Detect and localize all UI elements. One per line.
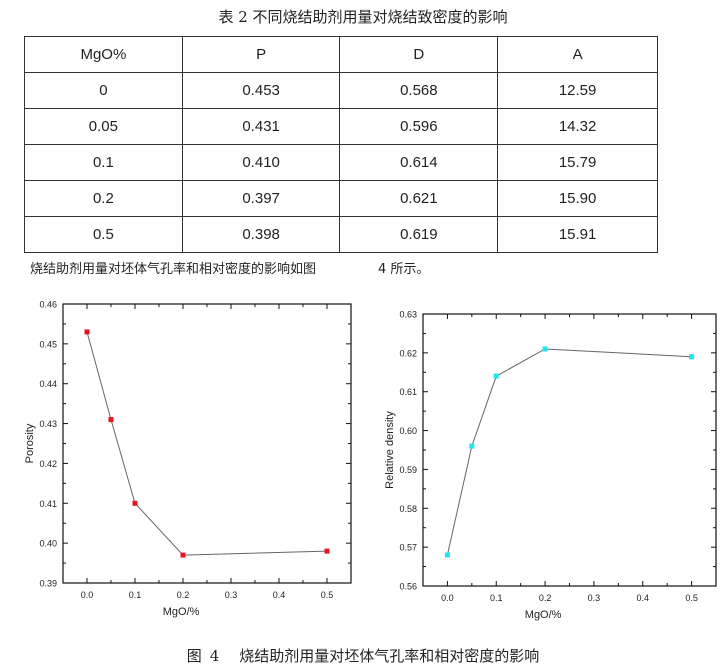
body-text-figure-ref: 4 所示。 [378, 262, 430, 277]
table-cell: 0.568 [339, 72, 499, 109]
density-y-tick-label: 0.59 [399, 465, 417, 475]
density-y-tick-label: 0.62 [399, 348, 417, 358]
porosity-plot-frame [62, 303, 352, 584]
density-data-point [469, 443, 475, 449]
porosity-y-tick-label: 0.42 [39, 459, 57, 469]
density-data-point [493, 373, 499, 379]
table-cell: 0.596 [339, 108, 499, 145]
table-cell: 0.5 [24, 216, 183, 253]
table-cell: 0.619 [339, 216, 499, 253]
density-x-axis-label: MgO/% [525, 609, 562, 621]
porosity-data-point [180, 552, 186, 558]
porosity-y-tick-label: 0.43 [39, 419, 57, 429]
table-cell: 0.397 [181, 180, 341, 217]
table-cell: 0.1 [24, 144, 183, 181]
porosity-x-tick-label: 0.1 [129, 590, 142, 600]
table-cell: 12.59 [497, 72, 658, 109]
porosity-y-axis-label: Porosity [24, 423, 36, 463]
table-header-row: MgO% P D A [24, 36, 658, 73]
table-cell: 0.410 [181, 144, 341, 181]
figure-caption-text: 烧结助剂用量对坯体气孔率和相对密度的影响 [239, 647, 540, 665]
data-table: MgO% P D A 0 0.453 0.568 12.59 0.05 0.43… [24, 36, 658, 253]
porosity-chart: 0.39 0.40 0.41 0.42 0.43 0.44 0.45 0.46 0.0 0.1 0.… [24, 300, 352, 618]
table-cell: 15.90 [497, 180, 658, 217]
density-x-tick-label: 0.2 [539, 593, 552, 603]
density-data-point [542, 346, 548, 352]
table-cell: 15.91 [497, 216, 658, 253]
porosity-x-tick-label: 0.0 [81, 590, 94, 600]
porosity-y-tick-label: 0.44 [39, 379, 57, 389]
density-y-tick-label: 0.63 [399, 310, 417, 320]
density-x-tick-label: 0.3 [588, 593, 601, 603]
table-cell: 0.398 [181, 216, 341, 253]
table-row: 0.5 0.398 0.619 15.91 [24, 216, 658, 253]
relative-density-chart: 0.56 0.57 0.58 0.59 0.60 0.61 0.62 0.63 0.0 0.1 0.… [384, 310, 717, 621]
porosity-x-tick-label: 0.3 [225, 590, 238, 600]
density-plot-frame [422, 313, 717, 587]
table-cell: 0.2 [24, 180, 183, 217]
header-a: A [497, 36, 658, 73]
density-data-point [444, 552, 450, 558]
density-y-tick-label: 0.57 [399, 543, 417, 553]
density-y-tick-label: 0.56 [399, 582, 417, 592]
table-cell: 0.621 [339, 180, 499, 217]
header-p: P [181, 36, 341, 73]
figure-caption-number: 4 [209, 647, 220, 665]
density-x-tick-label: 0.5 [685, 593, 698, 603]
porosity-data-point [84, 329, 90, 335]
body-text-main: 烧结助剂用量对坯体气孔率和相对密度的影响如图 [30, 262, 317, 277]
density-x-tick-label: 0.1 [490, 593, 503, 603]
table-cell: 14.32 [497, 108, 658, 145]
table-cell: 0.05 [24, 108, 183, 145]
table-row: 0.1 0.410 0.614 15.79 [24, 144, 658, 181]
porosity-x-tick-label: 0.2 [177, 590, 190, 600]
density-x-tick-label: 0.4 [636, 593, 649, 603]
porosity-y-tick-label: 0.40 [39, 539, 57, 549]
porosity-y-tick-label: 0.46 [39, 300, 57, 310]
porosity-x-axis-label: MgO/% [163, 606, 200, 618]
table-title: 表 2 不同烧结助剂用量对烧结致密度的影响 [218, 8, 508, 26]
header-mgo: MgO% [24, 36, 183, 73]
table-row: 0.2 0.397 0.621 15.90 [24, 180, 658, 217]
table-cell: 0 [24, 72, 183, 109]
table-cell: 0.453 [181, 72, 341, 109]
porosity-y-tick-label: 0.39 [39, 579, 57, 589]
table-row: 0.05 0.431 0.596 14.32 [24, 108, 658, 145]
density-y-tick-label: 0.60 [399, 426, 417, 436]
porosity-x-tick-label: 0.4 [273, 590, 286, 600]
density-y-tick-label: 0.58 [399, 504, 417, 514]
body-text-line: 烧结助剂用量对坯体气孔率和相对密度的影响如图 4 所示。 [30, 258, 429, 277]
table-row: 0 0.453 0.568 12.59 [24, 72, 658, 109]
header-d: D [339, 36, 499, 73]
density-series-line [446, 348, 692, 556]
porosity-data-point [132, 500, 138, 506]
figure-caption: 图 4 烧结助剂用量对坯体气孔率和相对密度的影响 [0, 645, 726, 666]
table-cell: 0.431 [181, 108, 341, 145]
porosity-series-line [86, 331, 328, 556]
porosity-y-tick-label: 0.41 [39, 499, 57, 509]
table-cell: 15.79 [497, 144, 658, 181]
porosity-data-point [324, 548, 330, 554]
figure-caption-label: 图 [186, 647, 202, 665]
density-y-axis-label: Relative density [384, 411, 396, 489]
porosity-x-tick-label: 0.5 [321, 590, 334, 600]
table-cell: 0.614 [339, 144, 499, 181]
porosity-data-point [108, 417, 114, 423]
density-data-point [689, 354, 695, 360]
density-x-tick-label: 0.0 [441, 593, 454, 603]
porosity-y-tick-label: 0.45 [39, 339, 57, 349]
density-y-tick-label: 0.61 [399, 387, 417, 397]
